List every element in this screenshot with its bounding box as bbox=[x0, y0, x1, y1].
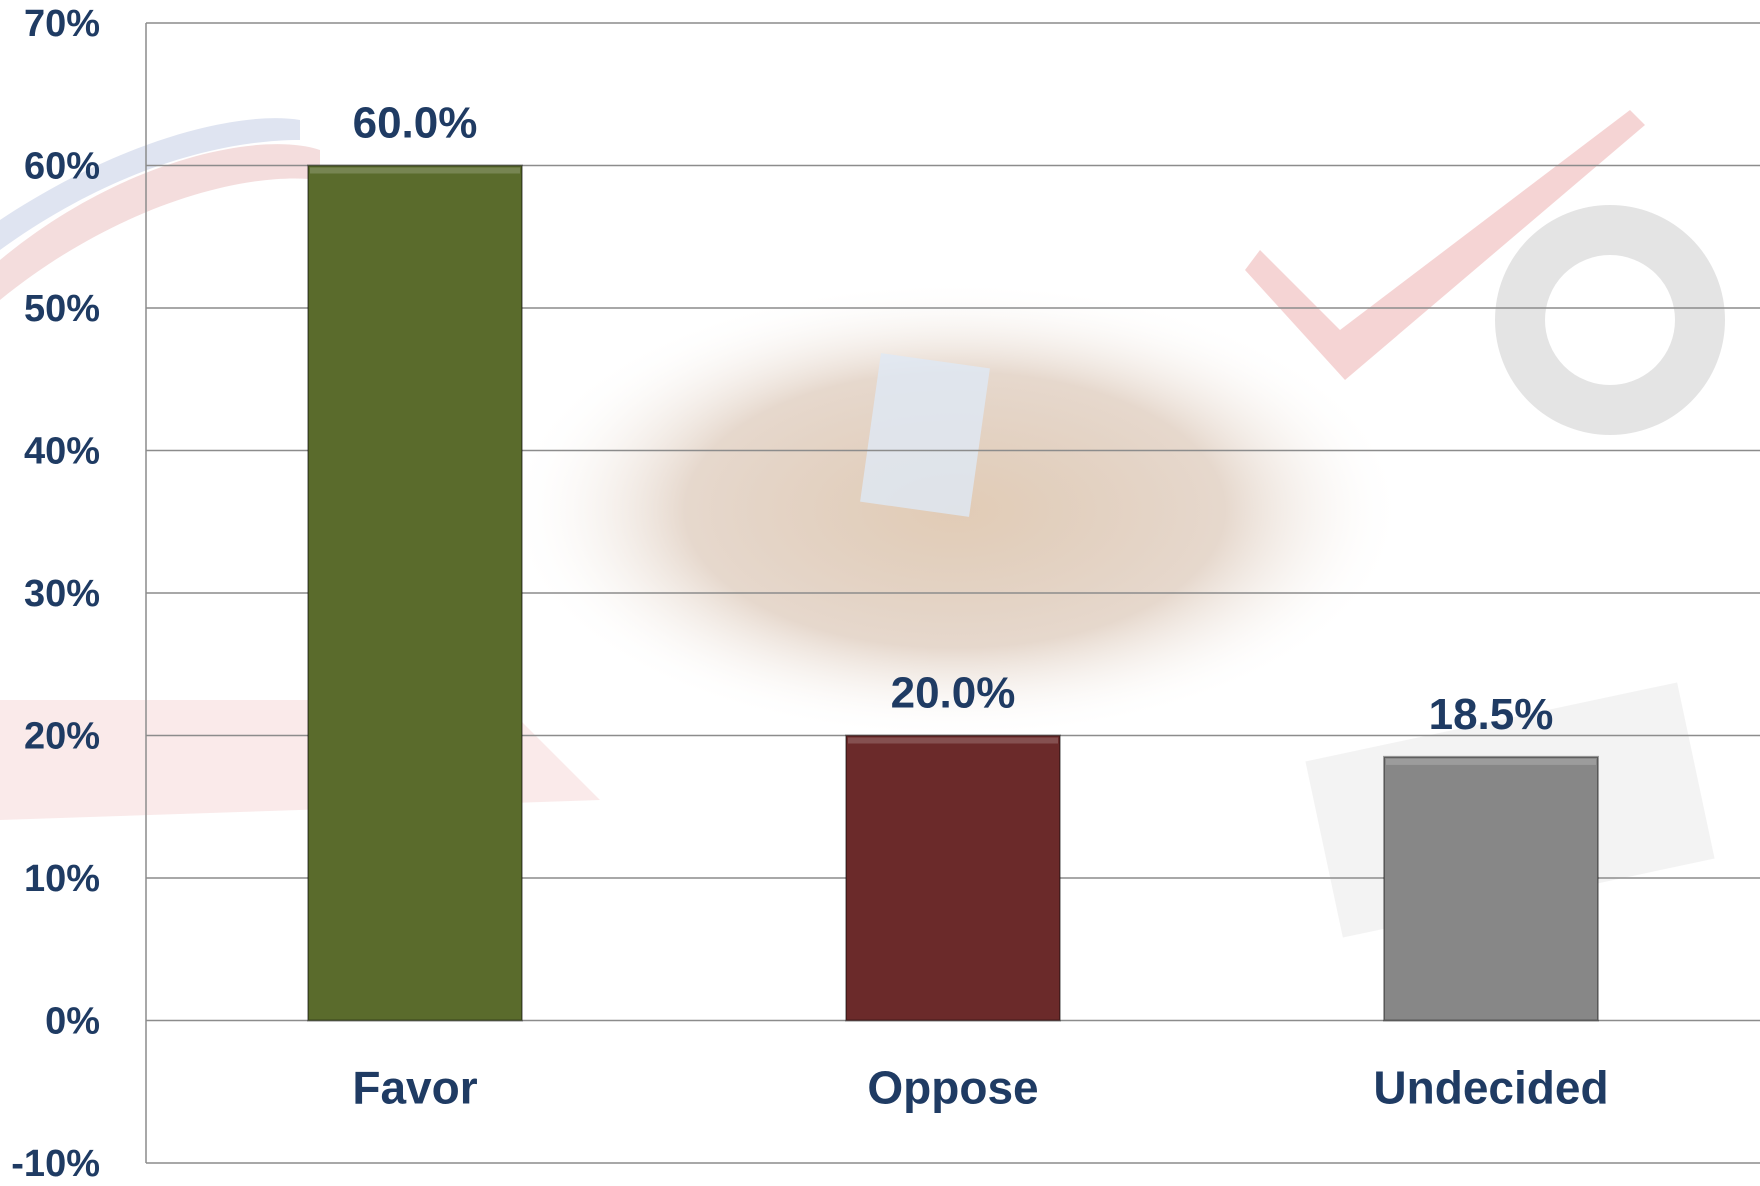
vote-letter-o-shape bbox=[1495, 205, 1725, 435]
bars bbox=[307, 164, 1599, 1022]
y-tick-label: 40% bbox=[24, 431, 100, 473]
y-tick-label: 50% bbox=[24, 288, 100, 330]
data-label: 20.0% bbox=[891, 669, 1016, 718]
x-tick-label: Favor bbox=[352, 1062, 477, 1114]
data-label: 60.0% bbox=[353, 99, 478, 148]
background-voting-illustration bbox=[0, 110, 1725, 938]
ribbon-red-shape bbox=[0, 144, 320, 300]
bar-oppose bbox=[845, 734, 1061, 1022]
bar-undecided bbox=[1383, 755, 1599, 1022]
labels: -10% 0% 10% 20% 30% 40% 50% 60% 70% 60.0% Favor 20.… bbox=[11, 3, 1608, 1185]
bar-highlight bbox=[848, 737, 1058, 744]
ribbon-blue-shape bbox=[0, 118, 300, 251]
y-tick-label: 30% bbox=[24, 573, 100, 615]
y-tick-label: 10% bbox=[24, 858, 100, 900]
x-tick-label: Oppose bbox=[867, 1062, 1038, 1114]
y-tick-label: 60% bbox=[24, 146, 100, 188]
y-tick-label: 20% bbox=[24, 716, 100, 758]
checkmark-shape bbox=[1245, 110, 1645, 380]
bar-favor bbox=[307, 164, 523, 1022]
y-tick-label: -10% bbox=[11, 1143, 100, 1181]
data-label: 18.5% bbox=[1429, 690, 1554, 739]
ballot-paper-shape bbox=[860, 353, 990, 517]
x-tick-label: Undecided bbox=[1373, 1062, 1608, 1114]
y-tick-label: 70% bbox=[24, 3, 100, 45]
bar-highlight bbox=[310, 167, 520, 174]
y-tick-label: 0% bbox=[45, 1001, 100, 1043]
bar-highlight bbox=[1386, 758, 1596, 765]
